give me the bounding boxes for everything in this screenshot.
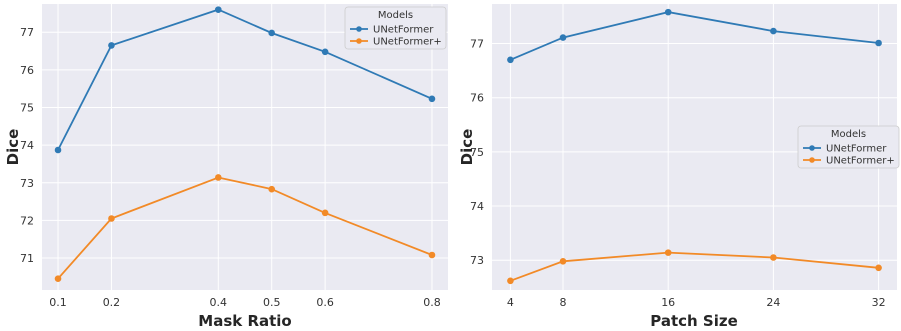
data-point-unetformer-plus	[54, 275, 62, 283]
data-point-unetformer	[507, 56, 514, 64]
chart-panel-2: 73 74 75 76 77 4 8 16 24 32 Patch Size Dice Models UN…	[458, 4, 900, 330]
data-point-unetformer-plus	[428, 251, 436, 259]
data-point-unetformer	[428, 95, 436, 103]
chart-panel-1: 71 72 73 74 75 76 77 0.1 0.2 0.4 0.5 0.6 0.8 Mask Rat…	[4, 4, 448, 330]
x-tick-label: 0.4	[210, 296, 228, 309]
y-tick-label: 74	[20, 139, 34, 152]
data-point-unetformer-plus	[770, 254, 777, 261]
x-tick-label: 24	[766, 296, 780, 309]
data-point-unetformer	[214, 6, 222, 13]
legend-entry-label: UNetFormer+	[826, 156, 895, 167]
legend-swatch-marker	[356, 26, 362, 32]
legend-box	[797, 125, 900, 169]
legend-entry-label: UNetFormer	[826, 144, 887, 155]
y-axis-label: Dice	[458, 129, 476, 166]
legend-title: Models	[831, 129, 866, 140]
data-point-unetformer	[321, 48, 329, 56]
legend-entry-label: UNetFormer	[373, 25, 434, 36]
data-point-unetformer	[664, 8, 672, 16]
y-tick-label: 76	[20, 64, 34, 77]
legend-swatch-marker	[356, 38, 362, 44]
data-point-unetformer-plus	[664, 249, 672, 256]
legend-box	[344, 6, 447, 50]
data-point-unetformer-plus	[559, 257, 567, 265]
x-tick-label: 0.2	[103, 296, 121, 309]
x-tick-label: 16	[661, 296, 675, 309]
data-point-unetformer	[108, 42, 115, 49]
data-point-unetformer-plus	[875, 264, 882, 272]
legend-title: Models	[378, 10, 413, 21]
data-point-unetformer-plus	[268, 185, 276, 193]
x-tick-label: 32	[872, 296, 886, 309]
y-tick-label: 75	[20, 101, 34, 114]
y-tick-label: 73	[470, 254, 484, 267]
y-tick-label: 76	[470, 92, 484, 105]
x-tick-label: 8	[560, 296, 567, 309]
series-line-unetformer-plus	[57, 176, 433, 280]
y-tick-label: 72	[20, 214, 34, 227]
legend-swatch-marker	[809, 145, 815, 151]
x-tick-label: 4	[507, 296, 514, 309]
plot-area	[42, 4, 448, 290]
data-point-unetformer	[559, 34, 567, 41]
y-tick-label: 71	[20, 252, 34, 265]
data-point-unetformer-plus	[321, 209, 329, 217]
x-tick-label: 0.5	[263, 296, 281, 309]
data-point-unetformer-plus	[214, 174, 222, 181]
data-point-unetformer	[268, 29, 276, 37]
data-point-unetformer	[770, 27, 777, 35]
data-point-unetformer-plus	[507, 277, 514, 285]
data-point-unetformer-plus	[108, 215, 115, 222]
data-point-unetformer	[875, 39, 882, 47]
y-tick-label: 77	[20, 26, 34, 39]
y-tick-label: 73	[20, 177, 34, 190]
y-axis-label: Dice	[4, 129, 22, 166]
legend-entry-label: UNetFormer+	[373, 37, 442, 48]
x-axis-label: Mask Ratio	[198, 312, 291, 330]
x-axis-label: Patch Size	[650, 312, 738, 330]
y-tick-label: 74	[470, 200, 484, 213]
x-tick-label: 0.1	[49, 296, 67, 309]
series-line-unetformer	[57, 8, 433, 151]
y-tick-label: 77	[470, 38, 484, 51]
data-point-unetformer	[54, 146, 62, 154]
legend-swatch-marker	[809, 157, 815, 163]
x-tick-label: 0.6	[316, 296, 334, 309]
y-tick-label: 75	[470, 146, 484, 159]
x-tick-label: 0.8	[423, 296, 441, 309]
